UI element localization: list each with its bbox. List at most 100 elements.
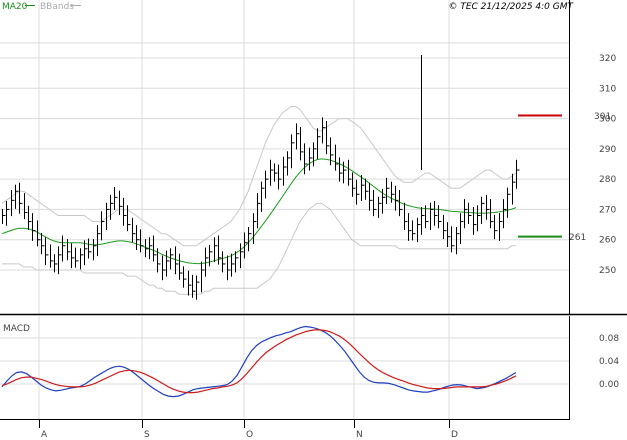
price-bar	[235, 251, 239, 273]
price-bar	[438, 205, 442, 229]
price-bar	[175, 246, 179, 275]
price-bar	[412, 220, 416, 241]
price-bar	[430, 202, 434, 231]
price-bar	[330, 137, 334, 166]
price-bar	[265, 170, 269, 199]
price-bar	[382, 188, 386, 214]
price-bar	[507, 187, 511, 218]
price-bar	[45, 237, 49, 266]
month-tick-label: N	[356, 430, 363, 440]
price-bar	[434, 200, 438, 226]
price-bar	[425, 205, 429, 229]
price-bar	[6, 200, 10, 226]
price-bar	[123, 197, 127, 226]
price-bar	[512, 173, 516, 205]
price-bar	[343, 161, 347, 184]
price-bar	[32, 213, 36, 241]
price-y-tick-label: 280	[599, 175, 616, 185]
price-bar	[196, 275, 200, 300]
price-bar	[447, 222, 451, 247]
price-bar	[460, 213, 464, 244]
price-panel-grid	[0, 0, 569, 419]
bb-lower-line	[2, 202, 516, 295]
month-tick-label: D	[451, 430, 458, 440]
price-bar	[132, 217, 136, 243]
price-bar	[101, 211, 105, 241]
macd-y-ticks: 0.08 0.04 0.00	[599, 334, 619, 390]
price-bar	[274, 163, 278, 182]
price-bar	[2, 208, 6, 224]
price-bar	[183, 266, 187, 288]
price-y-tick-label: 290	[599, 145, 616, 155]
price-bar	[270, 159, 274, 186]
price-bar	[261, 181, 265, 212]
price-bar	[218, 235, 222, 265]
price-bar	[145, 239, 149, 258]
macd-lines	[1, 325, 517, 398]
price-bar	[119, 190, 123, 215]
price-y-tick-label: 260	[599, 236, 616, 246]
month-tick-label: A	[41, 430, 48, 440]
price-bar	[278, 164, 282, 190]
price-y-tick-label: 270	[599, 205, 616, 215]
price-bar	[240, 243, 244, 269]
price-bar	[348, 159, 352, 186]
macd-y-tick-label: 0.04	[599, 357, 619, 367]
price-bar	[80, 248, 84, 270]
price-bar	[88, 238, 92, 259]
price-bar	[421, 207, 425, 235]
price-bar	[304, 143, 308, 175]
price-bar	[214, 237, 218, 263]
macd-title: MACD	[3, 324, 30, 334]
price-bar	[490, 199, 494, 229]
price-bar	[231, 253, 235, 277]
price-bar	[179, 253, 183, 280]
macd-signal-line	[1, 329, 517, 394]
price-bar	[28, 205, 32, 231]
price-bar	[283, 156, 287, 186]
price-bar	[157, 248, 161, 273]
price-bar	[481, 196, 485, 224]
price-bar	[352, 172, 356, 197]
price-bar	[309, 147, 313, 171]
price-y-ticks: 320 310 300 290 280 270 260 250	[599, 54, 616, 276]
price-bar	[361, 174, 365, 201]
price-bar	[67, 239, 71, 261]
price-bar	[19, 182, 23, 214]
price-bar	[456, 226, 460, 255]
price-bars	[2, 54, 520, 300]
price-bar	[170, 248, 174, 270]
price-bar	[110, 194, 114, 220]
price-bar	[391, 181, 395, 203]
price-bar	[153, 235, 157, 262]
price-bar	[417, 217, 421, 243]
price-bar	[114, 187, 118, 211]
price-bar	[62, 235, 66, 262]
price-bar	[84, 240, 88, 266]
price-bar	[75, 247, 79, 268]
macd-y-tick-label: 0.08	[599, 334, 619, 344]
legend-bbands: BBands	[40, 2, 74, 12]
price-bar	[365, 178, 369, 200]
price-bar	[473, 207, 477, 235]
price-bar	[37, 220, 41, 247]
price-bar	[326, 120, 330, 155]
price-bar	[356, 179, 360, 205]
level-label: 301	[594, 112, 611, 122]
price-bar	[395, 185, 399, 211]
price-bar	[41, 233, 45, 255]
price-y-tick-label: 300	[599, 115, 616, 125]
price-bar	[205, 247, 209, 277]
price-bar	[494, 214, 498, 240]
price-bar	[244, 232, 248, 259]
price-bar	[378, 196, 382, 218]
legend-ma20: MA20	[2, 2, 28, 12]
price-bar	[166, 250, 170, 277]
price-bar	[149, 237, 153, 260]
price-bar	[54, 254, 58, 273]
price-bar	[192, 274, 196, 298]
price-bar	[408, 213, 412, 241]
price-bar	[369, 182, 373, 211]
price-bar	[296, 123, 300, 150]
